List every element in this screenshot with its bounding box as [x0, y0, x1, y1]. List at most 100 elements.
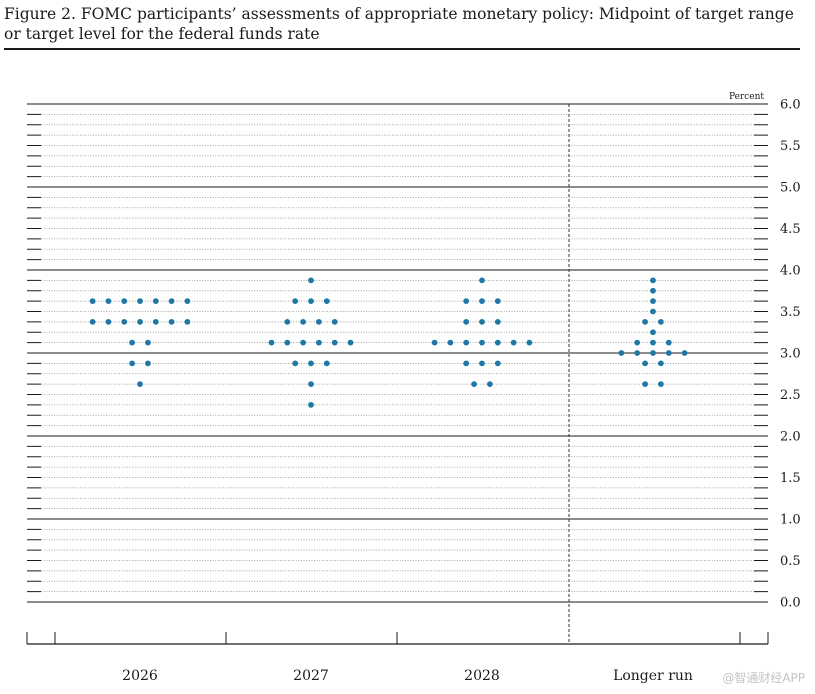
projection-dot: [331, 318, 338, 325]
projection-dot: [121, 298, 128, 305]
projection-dot: [431, 339, 438, 346]
projection-dot: [494, 339, 501, 346]
projection-dot: [168, 318, 175, 325]
projection-dot: [129, 360, 136, 367]
projection-dot: [479, 339, 485, 346]
projection-dot: [650, 277, 656, 284]
y-tick-label: 6.0: [780, 98, 801, 113]
projection-dot: [168, 298, 175, 305]
projection-dot: [89, 298, 96, 305]
y-tick-label: 1.0: [780, 513, 801, 528]
projection-dot: [618, 350, 625, 356]
projection-dot: [323, 360, 330, 367]
projection-dot: [510, 339, 517, 346]
projection-dot: [152, 298, 159, 305]
projection-dot: [331, 339, 338, 346]
axis-layer: 0.0 0.5 1.0 1.5 2.0 2.5 3.0 3.5 4.0 4.5 5.0 5.5 6.0 2…: [26, 98, 801, 684]
y-tick-label: 2.5: [780, 388, 801, 403]
projection-dot: [494, 318, 501, 325]
projection-dot: [650, 339, 656, 346]
y-tick-label: 4.5: [780, 222, 801, 237]
projection-dot: [137, 298, 143, 305]
y-tick-label: 1.5: [780, 471, 801, 486]
projection-dot: [323, 298, 330, 305]
projection-dot: [634, 339, 641, 346]
projection-dot: [184, 318, 191, 325]
projection-dot: [642, 360, 648, 367]
projection-dot: [479, 318, 485, 325]
projection-dot: [137, 318, 143, 325]
projection-dot: [105, 298, 112, 305]
projection-dot: [89, 318, 96, 325]
projection-dot: [634, 350, 641, 356]
figure-title: Figure 2. FOMC participants’ assessments…: [4, 5, 794, 43]
unit-label: Percent: [729, 92, 764, 102]
projection-dot: [650, 287, 656, 294]
projection-dot: [681, 350, 688, 356]
projection-dot: [308, 360, 314, 367]
x-category-label: Longer run: [613, 668, 693, 684]
projection-dot: [658, 381, 664, 388]
projection-dot: [494, 298, 501, 305]
projection-dot: [463, 298, 470, 305]
projection-dot: [487, 381, 493, 388]
y-tick-label: 5.0: [780, 181, 801, 196]
projection-dot: [650, 329, 656, 336]
projection-dot: [292, 298, 299, 305]
projection-dot: [300, 318, 306, 325]
projection-dot: [308, 381, 314, 388]
projection-dot: [650, 308, 656, 315]
y-tick-label: 2.0: [780, 430, 801, 445]
projection-dot: [137, 381, 143, 388]
watermark: @智通财经APP: [722, 671, 805, 685]
projection-dot: [121, 318, 128, 325]
projection-dot: [347, 339, 354, 346]
y-tick-label: 0.5: [780, 554, 801, 569]
projection-dot: [292, 360, 299, 367]
projection-dot: [316, 318, 322, 325]
projection-dot: [463, 360, 470, 367]
y-tick-label: 3.5: [780, 305, 801, 320]
projection-dot: [650, 298, 656, 305]
projection-dot: [642, 318, 648, 325]
projection-dot: [463, 318, 470, 325]
projection-dot: [105, 318, 112, 325]
x-category-label: 2026: [122, 668, 158, 684]
y-tick-label: 5.5: [780, 139, 801, 154]
y-tick-label: 0.0: [780, 596, 801, 611]
y-tick-label: 3.0: [780, 347, 801, 362]
x-category-label: 2028: [464, 668, 500, 684]
projection-dot: [284, 339, 291, 346]
projection-dot: [526, 339, 533, 346]
x-category-label: 2027: [293, 668, 329, 684]
projection-dot: [145, 339, 151, 346]
projection-dot: [463, 339, 470, 346]
grid-layer: [27, 103, 768, 603]
projection-dot: [479, 360, 485, 367]
projection-dot: [642, 381, 648, 388]
projection-dot: [665, 350, 672, 356]
y-tick-label: 4.0: [780, 264, 801, 279]
projection-dot: [471, 381, 477, 388]
projection-dot: [665, 339, 672, 346]
projection-dot: [308, 277, 314, 284]
projection-dot: [658, 318, 664, 325]
projection-dot: [308, 298, 314, 305]
projection-dot: [479, 298, 485, 305]
projection-dot: [268, 339, 275, 346]
projection-dot: [300, 339, 306, 346]
projection-dot: [152, 318, 159, 325]
projection-dot: [284, 318, 291, 325]
projection-dot: [658, 360, 664, 367]
projection-dot: [316, 339, 322, 346]
projection-dot: [447, 339, 454, 346]
projection-dot: [650, 350, 656, 356]
projection-dot: [308, 401, 314, 408]
title-rule: [4, 48, 800, 50]
dots-layer: [89, 277, 688, 408]
projection-dot: [184, 298, 191, 305]
projection-dot: [145, 360, 151, 367]
projection-dot: [479, 277, 485, 284]
projection-dot: [129, 339, 136, 346]
